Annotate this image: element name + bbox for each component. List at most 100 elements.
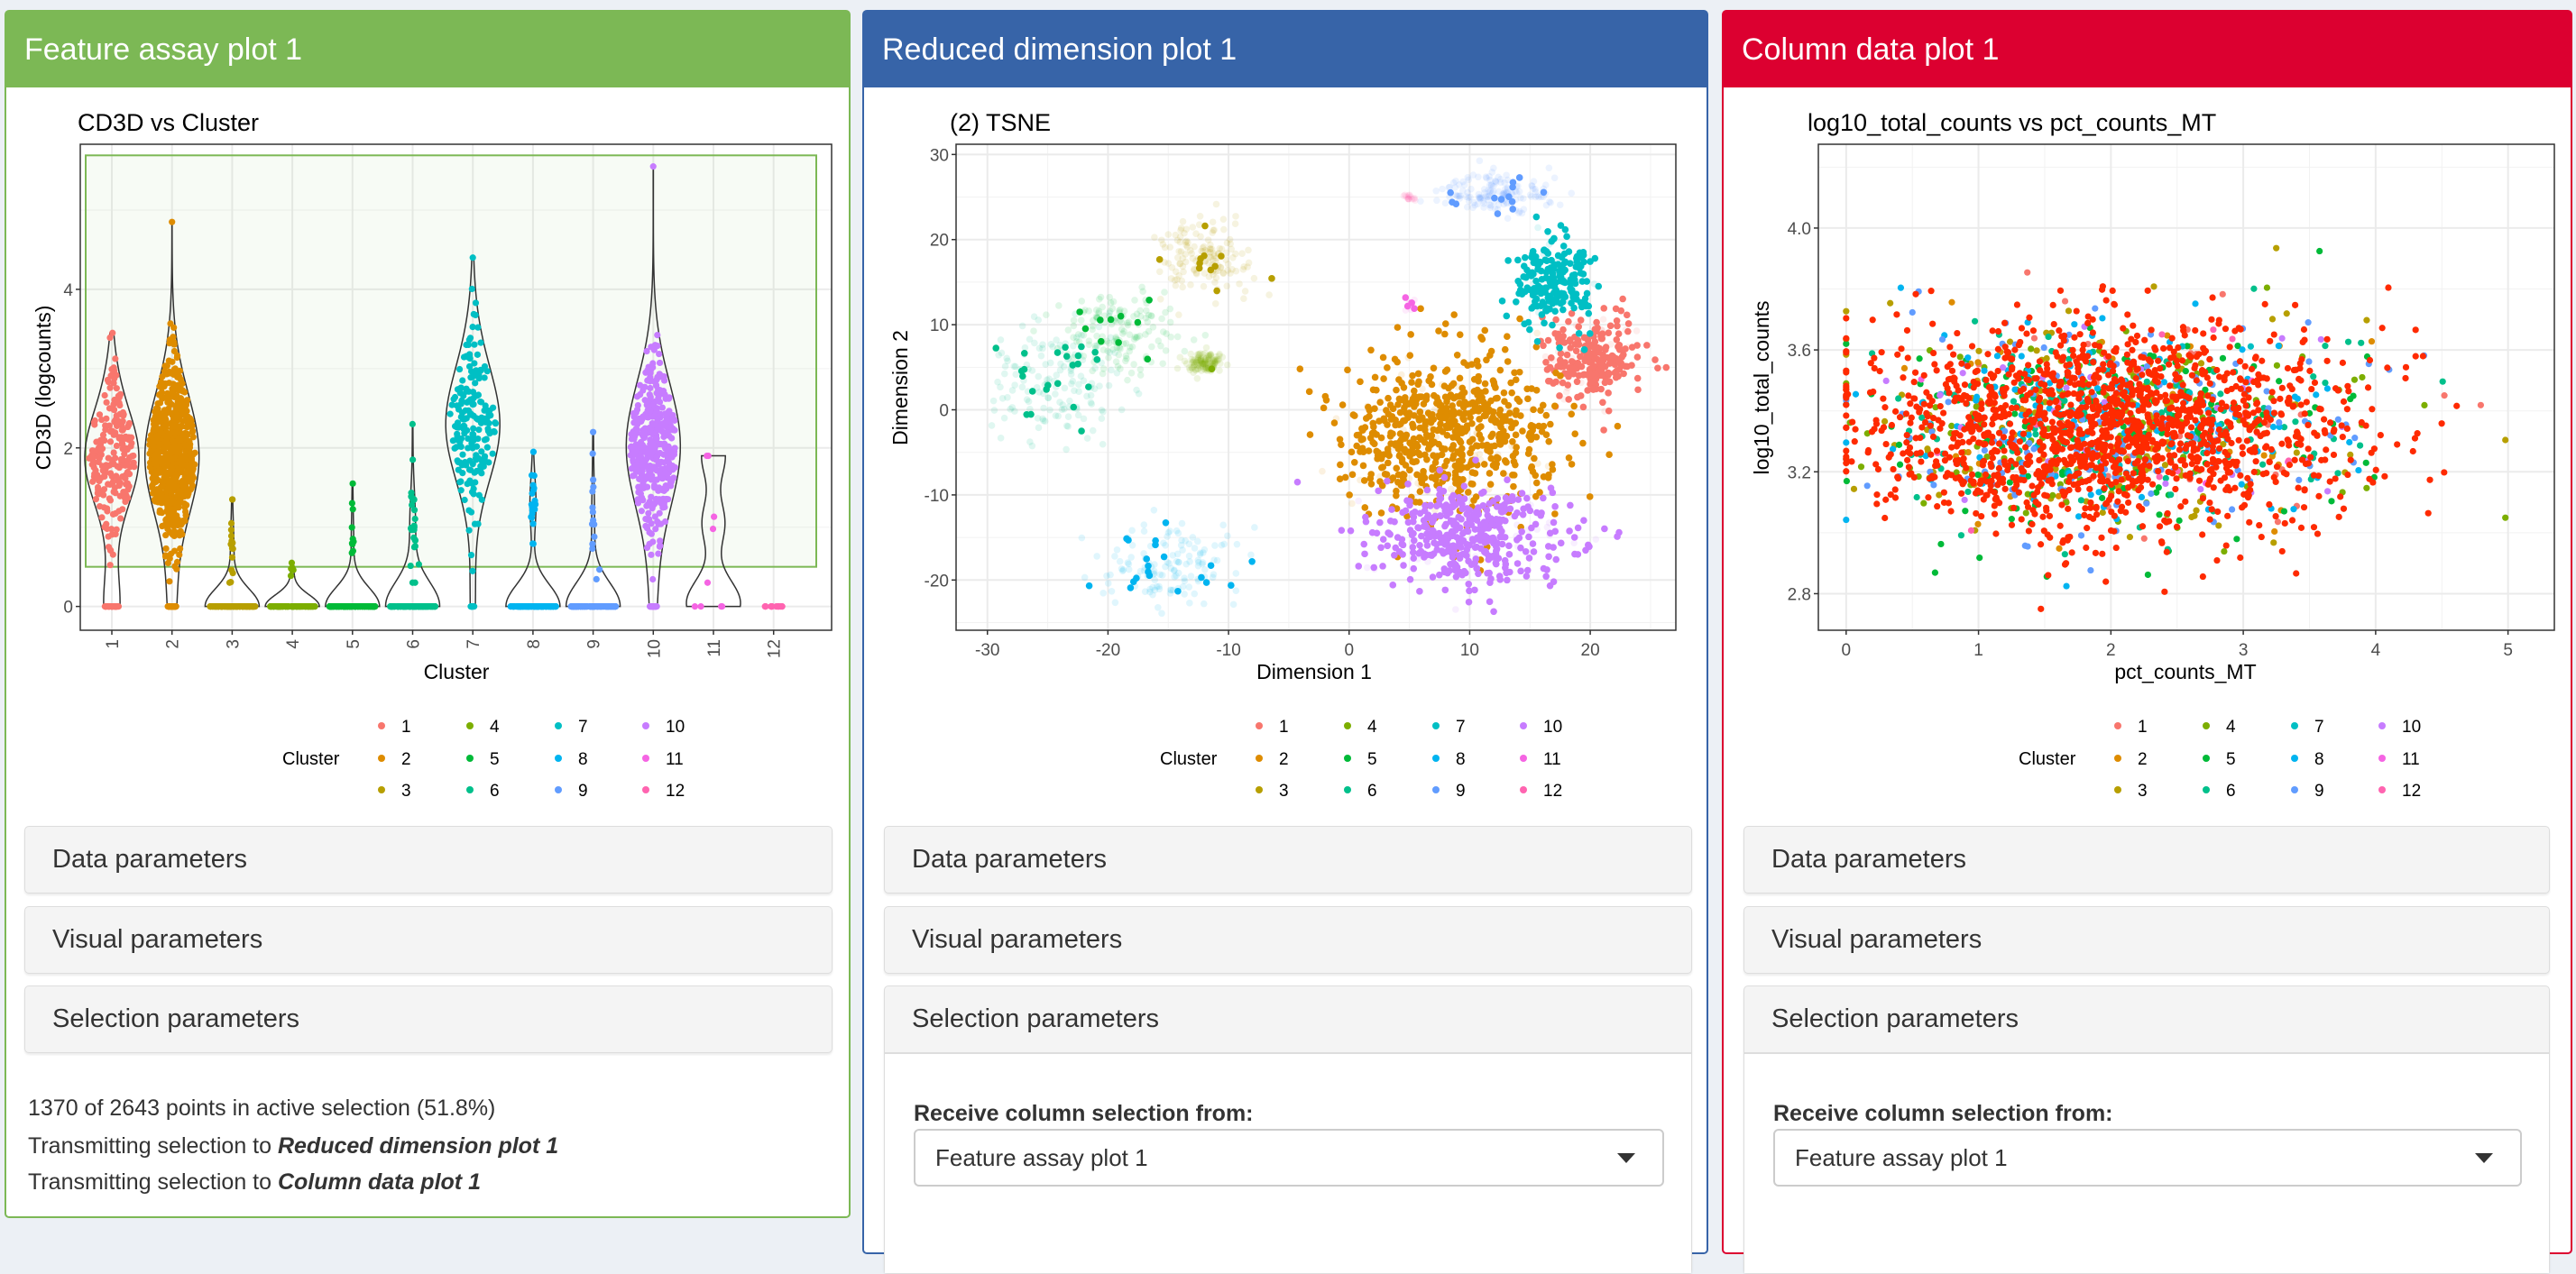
violin-point	[639, 431, 645, 437]
violin-point	[181, 482, 188, 489]
violin-point	[349, 524, 355, 530]
tsne-point-selected	[1297, 365, 1304, 372]
tsne-point-selected	[1533, 480, 1541, 487]
tsne-point	[1179, 520, 1186, 527]
tsne-point	[1190, 534, 1197, 541]
tsne-point-selected	[1596, 349, 1603, 356]
tsne-point-selected	[1228, 582, 1235, 589]
violin-point	[122, 495, 128, 501]
plots-canvas[interactable]: CD3D vs Cluster (2) TSNE log10_total_cou…	[0, 0, 2576, 811]
violin-point	[96, 490, 102, 497]
tsne-point-selected	[1411, 388, 1418, 395]
violin-point	[162, 532, 169, 538]
tsne-point	[1002, 363, 1009, 371]
receive-selection-dropdown[interactable]: Feature assay plot 1	[914, 1129, 1664, 1187]
tsne-point-selected	[1384, 364, 1391, 371]
visual-parameters-toggle[interactable]: Visual parameters	[1743, 906, 2550, 974]
violin-point	[154, 493, 161, 500]
tsne-point	[1128, 527, 1136, 535]
section-title: Selection parameters	[912, 986, 1159, 1052]
selection-parameters-section[interactable]: Selection parameters Receive column sele…	[884, 985, 1692, 1274]
tsne-point-selected	[1453, 200, 1460, 207]
violin-point	[106, 533, 112, 539]
violin-point	[117, 515, 124, 521]
tsne-point-selected	[1385, 460, 1392, 467]
violin-point	[170, 483, 177, 490]
selection-parameters-toggle[interactable]: Selection parameters	[24, 985, 833, 1053]
violin-point	[474, 417, 481, 423]
tsne-point-selected	[1382, 471, 1389, 478]
data-parameters-toggle[interactable]: Data parameters	[24, 826, 833, 894]
selection-parameters-body: Receive column selection from: Feature a…	[885, 1052, 1691, 1273]
section-title: Data parameters	[1771, 827, 1966, 893]
tsne-point-selected	[1605, 408, 1613, 415]
tsne-point	[1210, 226, 1218, 234]
tsne-point	[1232, 220, 1239, 227]
violin-point	[230, 570, 236, 576]
violin-point	[181, 411, 188, 417]
violin-point	[646, 425, 652, 431]
tsne-point-selected	[1395, 472, 1403, 479]
tsne-point	[1211, 356, 1219, 363]
tsne-point-selected	[1567, 344, 1574, 352]
violin-point	[643, 456, 649, 463]
violin-point	[768, 603, 775, 610]
tsne-point-selected	[1618, 307, 1625, 315]
visual-parameters-toggle[interactable]: Visual parameters	[24, 906, 833, 974]
tsne-point-selected	[1360, 463, 1367, 470]
tsne-point	[1490, 165, 1497, 172]
violin-point	[91, 419, 97, 426]
visual-parameters-toggle[interactable]: Visual parameters	[884, 906, 1692, 974]
tsne-point-selected	[1457, 437, 1464, 445]
section-title: Data parameters	[52, 827, 247, 893]
tsne-point-selected	[1429, 466, 1436, 473]
violin-point	[538, 603, 545, 610]
tsne-point-selected	[1519, 427, 1526, 435]
tsne-point	[1483, 175, 1490, 182]
violin-point	[465, 353, 471, 360]
selection-parameters-section[interactable]: Selection parameters Receive column sele…	[1743, 985, 2550, 1274]
tsne-point	[1109, 588, 1116, 595]
violin-point	[168, 551, 174, 557]
violin-point	[169, 464, 175, 471]
violin-point	[459, 470, 465, 476]
violin-point	[648, 552, 654, 558]
violin-point	[458, 487, 465, 493]
violin-point	[171, 533, 178, 539]
tsne-point-selected	[1441, 474, 1449, 481]
tsne-point-selected	[1027, 411, 1035, 418]
tsne-point	[1105, 580, 1112, 587]
violin-point	[647, 436, 653, 443]
y-tick-label: 10	[930, 316, 949, 335]
violin-point	[633, 430, 639, 436]
violin-point	[465, 445, 471, 451]
tsne-point	[1633, 327, 1641, 335]
tsne-point-selected	[1218, 252, 1225, 260]
tsne-point	[1061, 406, 1068, 413]
tsne-point	[1114, 370, 1121, 377]
tsne-point	[1265, 291, 1273, 298]
data-parameters-toggle[interactable]: Data parameters	[1743, 826, 2550, 894]
data-parameters-toggle[interactable]: Data parameters	[884, 826, 1692, 894]
tsne-point-selected	[1417, 306, 1424, 313]
violin-point	[112, 454, 118, 461]
violin-point	[111, 373, 117, 380]
x-tick-label: 20	[1581, 641, 1600, 660]
tsne-point-selected	[1471, 376, 1478, 383]
tsne-point	[1081, 574, 1089, 582]
violin-point	[474, 520, 481, 527]
tsne-point-selected	[1566, 454, 1573, 462]
tsne-point-selected	[1504, 257, 1512, 264]
violin-point	[639, 467, 646, 473]
coldata-y-axis-title: log10_total_counts	[1750, 300, 1773, 474]
violin-point	[97, 437, 104, 444]
violin-point	[644, 517, 650, 523]
tsne-point-selected	[1444, 366, 1451, 373]
tsne-point-selected	[1135, 319, 1142, 326]
receive-selection-dropdown[interactable]: Feature assay plot 1	[1773, 1129, 2522, 1187]
tsne-point-selected	[1493, 464, 1500, 472]
tsne-point	[1557, 201, 1564, 208]
tsne-point-selected	[1413, 472, 1421, 479]
tsne-point-selected	[1605, 451, 1613, 458]
tsne-point	[1168, 275, 1175, 282]
